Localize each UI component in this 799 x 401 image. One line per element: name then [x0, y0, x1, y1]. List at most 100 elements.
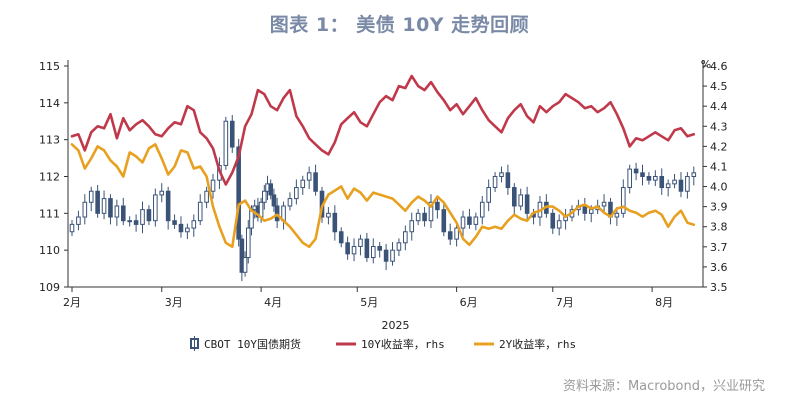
legend-label-2y: 2Y收益率，rhs [499, 337, 576, 351]
candle-body [627, 168, 632, 189]
left-tick-label: 113 [39, 134, 60, 147]
candle-body [415, 212, 421, 222]
candle-body [358, 238, 363, 247]
candle-body [239, 238, 245, 273]
candle-body [435, 201, 440, 211]
candle-body [345, 242, 350, 255]
candle-body [601, 201, 607, 207]
left-tick-label: 111 [39, 207, 60, 220]
candle-body [524, 194, 530, 214]
left-tick-label: 112 [39, 171, 60, 184]
candle-body [383, 249, 389, 262]
legend-label-futures: CBOT 10Y国债期货 [204, 337, 301, 351]
candle-body [146, 209, 152, 222]
candle-body [223, 120, 229, 166]
candle-body [428, 201, 434, 222]
candle-body [153, 194, 158, 222]
x-month-label: 5月 [360, 296, 378, 309]
right-tick-label: 4.5 [710, 80, 728, 93]
candle-body [473, 216, 479, 225]
candle-body [390, 249, 395, 262]
x-month-label: 6月 [460, 296, 478, 309]
candle-body [467, 216, 472, 225]
candle-body [499, 172, 504, 177]
legend-label-10y: 10Y收益率，rhs [361, 337, 445, 351]
y2-yield-line [70, 143, 696, 249]
x-year-label: 2025 [382, 319, 410, 332]
candle-body [518, 194, 524, 207]
candle-body [691, 172, 697, 177]
left-tick-label: 114 [39, 97, 60, 110]
x-month-label: 4月 [264, 296, 282, 309]
candle-body [101, 198, 107, 214]
candle-body [114, 205, 120, 218]
x-axis-labels: 2月 3月 4月 5月 6月 7月 8月 2025 [63, 287, 673, 332]
candle-body [441, 209, 447, 233]
candle-body [640, 172, 645, 177]
candle-body [262, 190, 267, 203]
candle-body [588, 209, 594, 214]
candle-body [653, 176, 658, 181]
candle-body [326, 212, 331, 218]
candle-body [210, 179, 216, 192]
right-tick-label: 4.3 [710, 120, 728, 133]
candle-body [492, 176, 498, 189]
candle-body [620, 187, 626, 214]
candle-body [242, 257, 248, 273]
x-month-label: 3月 [165, 296, 183, 309]
candle-body [614, 212, 620, 218]
candle-body [633, 168, 639, 174]
candle-body [646, 176, 652, 181]
candle-body [306, 172, 312, 181]
candle-body [294, 187, 299, 200]
candle-body [479, 201, 485, 218]
candle-body [82, 201, 88, 218]
candle-body [229, 120, 235, 148]
chart-axes: 109 110 111 112 113 114 115 3.5 3.6 3.7 3.8 3.9 4.0 4… [39, 58, 728, 294]
right-tick-label: 3.9 [710, 201, 728, 214]
candle-body [377, 245, 382, 251]
candle-body [165, 190, 171, 222]
x-month-label: 7月 [556, 296, 574, 309]
candle-body [271, 194, 277, 207]
candle-body [287, 198, 293, 207]
chart-title: 图表 1： 美债 10Y 走势回顾 [269, 14, 530, 36]
right-tick-label: 4.6 [710, 60, 728, 73]
candle-body [172, 220, 177, 225]
source-note: 资料来源：Macrobond，兴业研究 [562, 379, 765, 394]
x-month-label: 2月 [63, 296, 81, 309]
candle-body [332, 212, 338, 233]
candle-body [88, 190, 94, 203]
candle-body [685, 176, 690, 192]
x-month-label: 8月 [655, 296, 673, 309]
candle-body [447, 231, 453, 240]
right-tick-label: 4.1 [710, 160, 728, 173]
legend: CBOT 10Y国债期货 10Y收益率，rhs 2Y收益率，rhs [190, 336, 576, 351]
candle-body [197, 201, 203, 222]
candle-body [268, 183, 274, 196]
candle-body [274, 205, 280, 222]
right-tick-label: 4.4 [710, 100, 728, 113]
candle-body [409, 220, 415, 233]
candlestick-series [69, 114, 697, 282]
candle-body [133, 220, 139, 225]
candle-body [370, 245, 376, 259]
candle-body [159, 190, 165, 196]
candle-body [665, 183, 671, 189]
candle-body [120, 205, 126, 222]
right-axis-unit: % [701, 58, 711, 71]
left-tick-label: 109 [39, 281, 60, 294]
candle-body [69, 223, 75, 233]
candle-body [300, 179, 306, 189]
candle-body [108, 198, 113, 218]
candle-body [403, 231, 408, 244]
candle-body [76, 216, 81, 225]
left-tick-label: 110 [39, 244, 60, 257]
right-tick-label: 3.6 [710, 261, 728, 274]
right-tick-label: 3.5 [710, 281, 728, 294]
yield-lines [70, 74, 696, 249]
candle-body [512, 187, 517, 207]
candle-body [185, 227, 190, 233]
candle-body [127, 220, 132, 223]
